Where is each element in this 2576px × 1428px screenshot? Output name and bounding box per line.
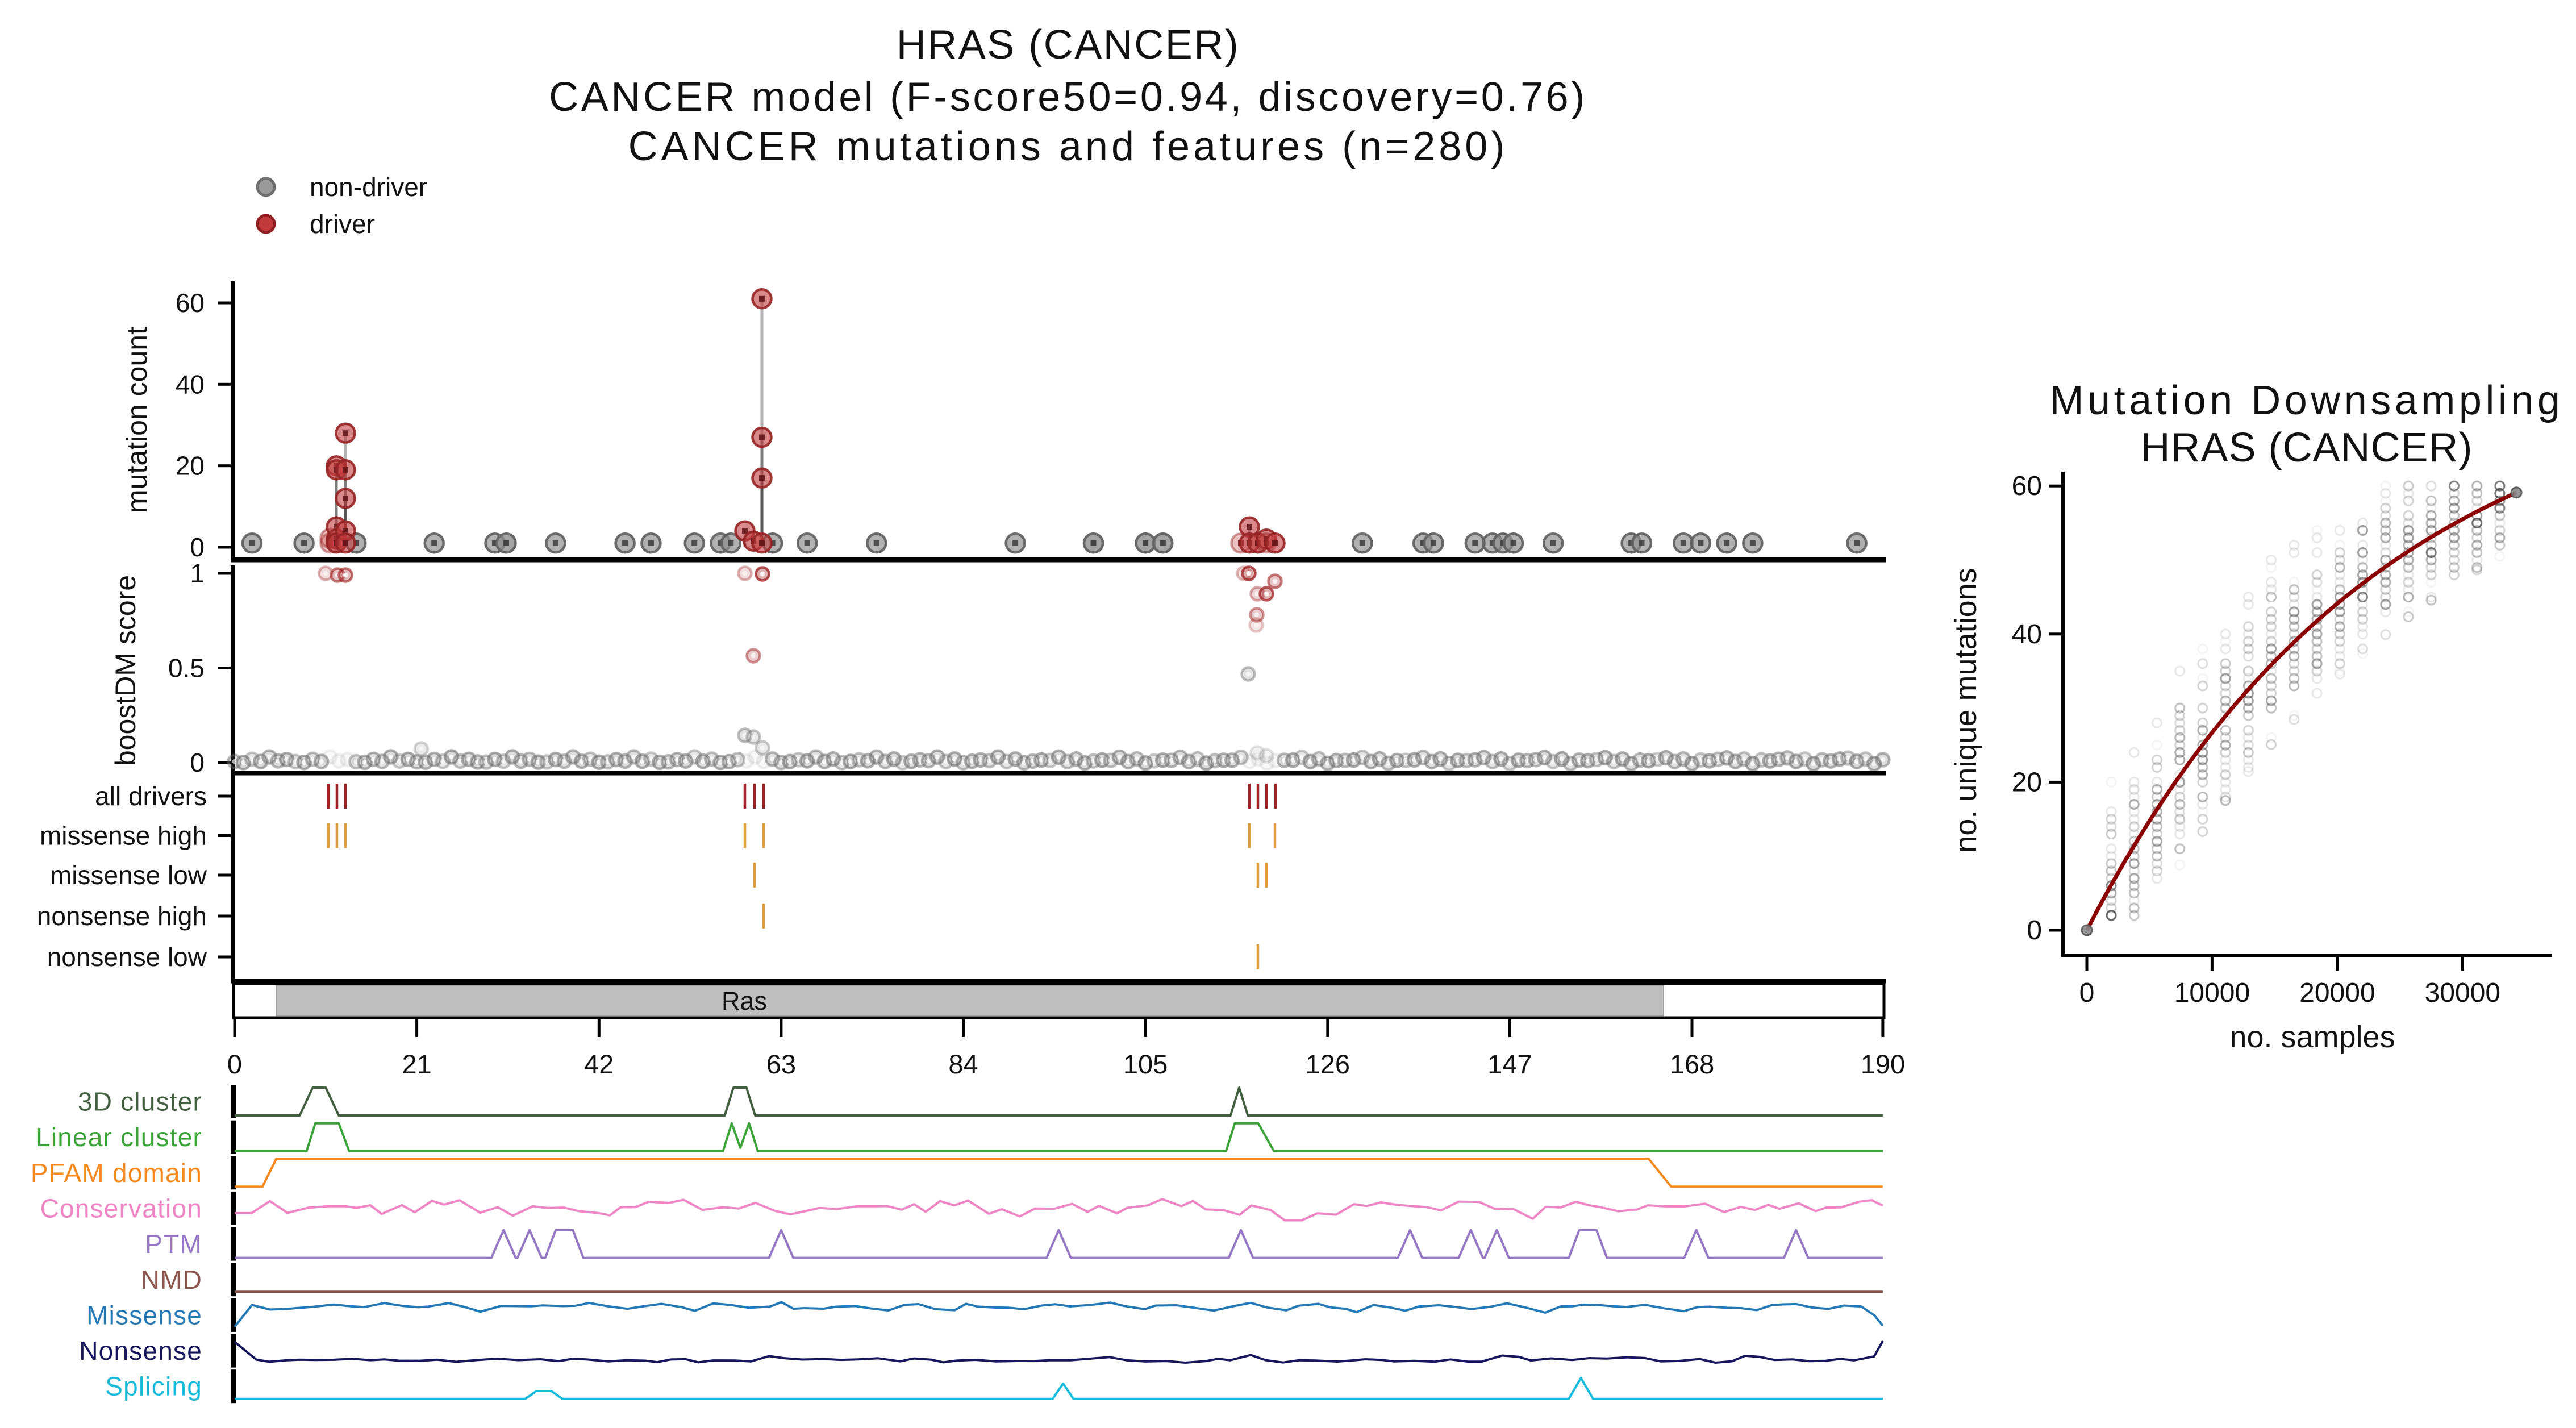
svg-text:1: 1	[190, 559, 205, 588]
svg-text:Mutation Downsampling: Mutation Downsampling	[2050, 378, 2564, 423]
svg-text:non-driver: non-driver	[310, 172, 427, 202]
svg-text:CANCER model (F-score50=0.94,: CANCER model (F-score50=0.94, discovery=…	[549, 74, 1587, 120]
svg-text:30000: 30000	[2425, 978, 2500, 1008]
svg-text:126: 126	[1306, 1049, 1350, 1079]
svg-text:Conservation: Conservation	[40, 1193, 202, 1223]
svg-text:168: 168	[1670, 1049, 1714, 1079]
svg-text:0: 0	[190, 532, 205, 562]
svg-text:20000: 20000	[2299, 978, 2375, 1008]
svg-text:all drivers: all drivers	[95, 781, 207, 811]
svg-text:105: 105	[1123, 1049, 1168, 1079]
svg-text:0: 0	[190, 748, 205, 777]
svg-text:Linear cluster: Linear cluster	[36, 1122, 202, 1152]
svg-text:60: 60	[2012, 471, 2042, 501]
svg-text:boostDM score: boostDM score	[110, 575, 141, 766]
svg-text:0: 0	[227, 1049, 242, 1079]
svg-text:mutation count: mutation count	[121, 327, 153, 513]
svg-text:Missense: Missense	[86, 1300, 202, 1330]
svg-text:40: 40	[176, 369, 205, 399]
svg-text:190: 190	[1861, 1049, 1905, 1079]
svg-text:40: 40	[2012, 619, 2042, 650]
svg-text:0: 0	[2079, 978, 2095, 1008]
svg-text:0.5: 0.5	[168, 653, 205, 683]
svg-text:no. unique mutations: no. unique mutations	[1949, 568, 1983, 852]
svg-text:Ras: Ras	[722, 986, 767, 1015]
svg-text:PFAM domain: PFAM domain	[31, 1158, 202, 1188]
svg-text:CANCER mutations and features: CANCER mutations and features (n=280)	[628, 124, 1508, 169]
svg-text:driver: driver	[310, 209, 375, 239]
svg-text:60: 60	[176, 288, 205, 318]
svg-text:20: 20	[176, 451, 205, 481]
svg-text:PTM: PTM	[145, 1229, 202, 1259]
svg-text:nonsense low: nonsense low	[47, 942, 207, 972]
svg-text:Nonsense: Nonsense	[79, 1336, 202, 1365]
svg-text:missense high: missense high	[40, 821, 207, 851]
svg-text:0: 0	[2027, 915, 2042, 946]
svg-text:147: 147	[1487, 1049, 1532, 1079]
svg-text:42: 42	[584, 1049, 614, 1079]
svg-text:nonsense high: nonsense high	[37, 901, 207, 931]
svg-text:10000: 10000	[2174, 978, 2250, 1008]
svg-text:20: 20	[2012, 767, 2042, 797]
svg-text:HRAS (CANCER): HRAS (CANCER)	[897, 22, 1240, 68]
svg-text:84: 84	[948, 1049, 978, 1079]
svg-text:HRAS (CANCER): HRAS (CANCER)	[2140, 425, 2473, 471]
svg-text:3D cluster: 3D cluster	[78, 1087, 202, 1117]
svg-text:63: 63	[766, 1049, 796, 1079]
svg-text:NMD: NMD	[141, 1265, 202, 1294]
svg-text:no. samples: no. samples	[2229, 1020, 2395, 1054]
svg-text:21: 21	[402, 1049, 431, 1079]
svg-text:Splicing: Splicing	[105, 1372, 202, 1401]
svg-text:missense low: missense low	[50, 860, 207, 890]
